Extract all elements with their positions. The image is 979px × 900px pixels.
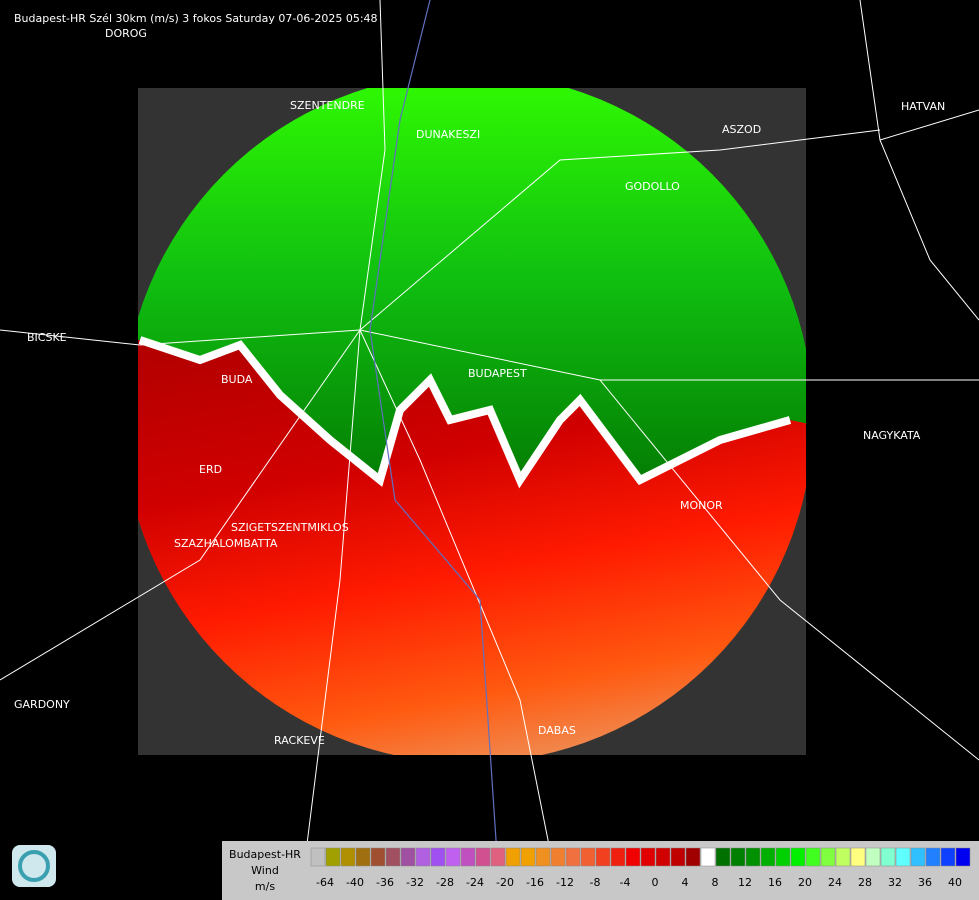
legend-swatch (760, 847, 776, 867)
legend-swatch (805, 847, 821, 867)
legend-tick: -20 (496, 876, 514, 889)
legend-swatch (460, 847, 476, 867)
legend-swatch (655, 847, 671, 867)
legend-tick: 40 (948, 876, 962, 889)
legend-swatch (550, 847, 566, 867)
legend-swatch (865, 847, 881, 867)
legend-swatch (685, 847, 701, 867)
legend-tick: -28 (436, 876, 454, 889)
legend-swatch (505, 847, 521, 867)
legend-swatch (610, 847, 626, 867)
legend-swatch (850, 847, 866, 867)
legend-tick: -32 (406, 876, 424, 889)
place-label: BICSKE (27, 331, 67, 344)
legend-tick: 8 (712, 876, 719, 889)
legend-swatch (745, 847, 761, 867)
legend-swatch (715, 847, 731, 867)
place-label: MONOR (680, 499, 723, 512)
legend-line: m/s (255, 880, 275, 893)
legend-line: Wind (251, 864, 279, 877)
legend-swatch (730, 847, 746, 867)
legend-swatch (580, 847, 596, 867)
place-label: ERD (199, 463, 222, 476)
legend-tick: 28 (858, 876, 872, 889)
legend-tick: -8 (590, 876, 601, 889)
place-label: DOROG (105, 27, 147, 40)
legend-tick: 24 (828, 876, 842, 889)
legend-swatch (670, 847, 686, 867)
legend-swatch (820, 847, 836, 867)
legend-tick: -12 (556, 876, 574, 889)
place-label: GODOLLO (625, 180, 680, 193)
legend-tick: 4 (682, 876, 689, 889)
place-label: SZAZHALOMBATTA (174, 537, 278, 550)
legend-swatch (925, 847, 941, 867)
legend-swatch (355, 847, 371, 867)
river (369, 0, 501, 900)
legend-swatch (625, 847, 641, 867)
legend-swatch (535, 847, 551, 867)
legend-tick: 20 (798, 876, 812, 889)
legend-swatch (385, 847, 401, 867)
legend-swatch (835, 847, 851, 867)
legend-tick: 12 (738, 876, 752, 889)
legend-swatch (325, 847, 341, 867)
legend-swatch (910, 847, 926, 867)
logo (12, 845, 56, 887)
legend-swatch (775, 847, 791, 867)
place-label: BUDAPEST (468, 367, 527, 380)
legend-tick: -40 (346, 876, 364, 889)
title: Budapest-HR Szél 30km (m/s) 3 fokos Satu… (14, 12, 378, 25)
legend-tick: -4 (620, 876, 631, 889)
legend-swatch (700, 847, 716, 867)
legend-tick: -64 (316, 876, 334, 889)
legend-swatch (340, 847, 356, 867)
place-label: DUNAKESZI (416, 128, 480, 141)
radar-image (138, 88, 806, 755)
legend-swatch (895, 847, 911, 867)
legend-swatch (640, 847, 656, 867)
legend-swatch (595, 847, 611, 867)
place-label: RACKEVE (274, 734, 325, 747)
legend-tick: -36 (376, 876, 394, 889)
legend-tick: 36 (918, 876, 932, 889)
legend-swatch (370, 847, 386, 867)
place-label: GARDONY (14, 698, 70, 711)
legend-line: Budapest-HR (229, 848, 301, 861)
legend-swatch (475, 847, 491, 867)
legend-swatch (400, 847, 416, 867)
legend-tick: 16 (768, 876, 782, 889)
place-label: NAGYKATA (863, 429, 921, 442)
place-label: ASZOD (722, 123, 761, 136)
legend-swatch (565, 847, 581, 867)
legend-tick: -16 (526, 876, 544, 889)
place-label: BUDA (221, 373, 253, 386)
legend-swatch (880, 847, 896, 867)
legend-tick: 0 (652, 876, 659, 889)
legend-swatch (790, 847, 806, 867)
legend-tick: 32 (888, 876, 902, 889)
place-label: HATVAN (901, 100, 945, 113)
legend-swatch (310, 847, 326, 867)
legend-swatch (415, 847, 431, 867)
place-label: SZENTENDRE (290, 99, 365, 112)
legend-swatch (940, 847, 956, 867)
legend-tick: -24 (466, 876, 484, 889)
legend-swatch (490, 847, 506, 867)
legend-swatch (520, 847, 536, 867)
legend-swatch (955, 847, 971, 867)
place-label: SZIGETSZENTMIKLOS (231, 521, 349, 534)
legend-swatch (445, 847, 461, 867)
place-label: DABAS (538, 724, 576, 737)
legend-swatch (430, 847, 446, 867)
